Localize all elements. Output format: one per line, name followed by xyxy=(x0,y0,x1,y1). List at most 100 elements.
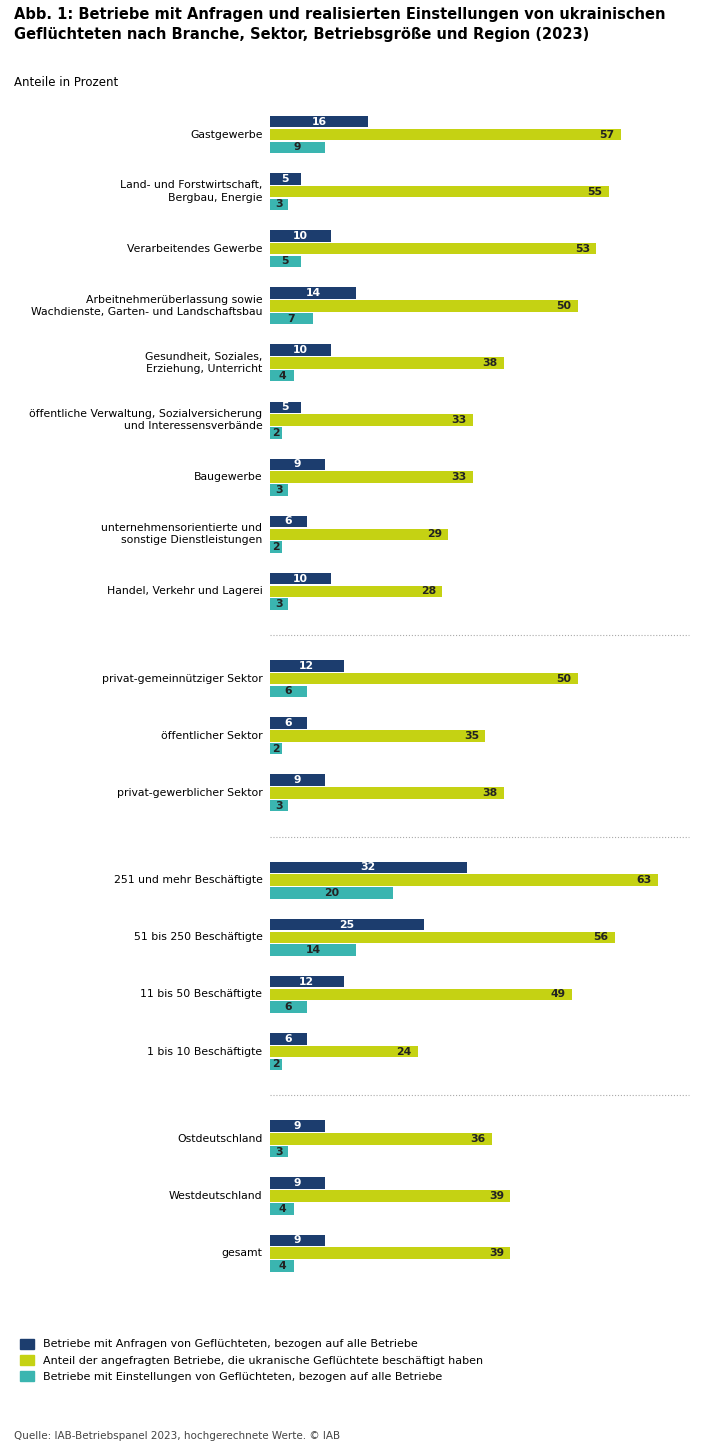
Text: 5: 5 xyxy=(281,257,289,266)
Bar xyxy=(270,1177,325,1189)
Text: Ostdeutschland: Ostdeutschland xyxy=(177,1133,263,1144)
Bar xyxy=(270,1203,295,1215)
Text: 57: 57 xyxy=(600,129,615,139)
Bar xyxy=(270,1146,288,1158)
Text: 24: 24 xyxy=(396,1046,412,1056)
Text: 3: 3 xyxy=(275,485,283,495)
Bar xyxy=(270,718,307,729)
Text: 56: 56 xyxy=(594,933,608,943)
Bar xyxy=(270,1235,325,1247)
Text: 38: 38 xyxy=(483,788,498,798)
Text: 1 bis 10 Beschäftigte: 1 bis 10 Beschäftigte xyxy=(147,1046,263,1056)
Text: Land- und Forstwirtschaft,
Bergbau, Energie: Land- und Forstwirtschaft, Bergbau, Ener… xyxy=(120,180,263,203)
Text: 11 bis 50 Beschäftigte: 11 bis 50 Beschäftigte xyxy=(141,989,263,1000)
Text: 251 und mehr Beschäftigte: 251 und mehr Beschäftigte xyxy=(114,875,263,885)
Bar xyxy=(270,988,572,1000)
Legend: Betriebe mit Anfragen von Geflüchteten, bezogen auf alle Betriebe, Anteil der an: Betriebe mit Anfragen von Geflüchteten, … xyxy=(20,1338,484,1382)
Bar xyxy=(270,1247,510,1258)
Text: 9: 9 xyxy=(294,459,301,469)
Text: 6: 6 xyxy=(285,718,292,728)
Bar xyxy=(270,471,473,482)
Bar xyxy=(270,141,325,153)
Bar xyxy=(270,459,325,471)
Text: 7: 7 xyxy=(288,314,295,324)
Text: 2: 2 xyxy=(272,744,280,754)
Text: 9: 9 xyxy=(294,1178,301,1189)
Text: 33: 33 xyxy=(452,472,467,482)
Text: Verarbeitendes Gewerbe: Verarbeitendes Gewerbe xyxy=(127,244,263,254)
Text: 20: 20 xyxy=(324,888,339,898)
Text: Baugewerbe: Baugewerbe xyxy=(194,472,263,482)
Bar xyxy=(270,1133,491,1145)
Bar xyxy=(270,572,332,584)
Text: 9: 9 xyxy=(294,774,301,785)
Bar xyxy=(270,414,473,426)
Text: 33: 33 xyxy=(452,416,467,426)
Text: 32: 32 xyxy=(361,863,376,872)
Text: Arbeitnehmerüberlassung sowie
Wachdienste, Garten- und Landschaftsbau: Arbeitnehmerüberlassung sowie Wachdienst… xyxy=(31,295,263,317)
Bar xyxy=(270,875,658,886)
Bar xyxy=(270,673,578,684)
Text: 6: 6 xyxy=(285,1003,292,1013)
Text: 51 bis 250 Beschäftigte: 51 bis 250 Beschäftigte xyxy=(133,933,263,943)
Bar xyxy=(270,888,393,899)
Text: 3: 3 xyxy=(275,599,283,609)
Text: 10: 10 xyxy=(293,231,308,241)
Text: 9: 9 xyxy=(294,142,301,153)
Bar xyxy=(270,357,504,369)
Bar xyxy=(270,1059,282,1069)
Bar xyxy=(270,742,282,754)
Bar xyxy=(270,129,621,141)
Text: 14: 14 xyxy=(305,288,320,298)
Bar xyxy=(270,862,467,873)
Text: 3: 3 xyxy=(275,801,283,811)
Text: 4: 4 xyxy=(278,1203,286,1213)
Text: 39: 39 xyxy=(488,1191,504,1202)
Text: 4: 4 xyxy=(278,1261,286,1271)
Text: 10: 10 xyxy=(293,346,308,355)
Bar xyxy=(270,686,307,697)
Text: 12: 12 xyxy=(299,661,315,671)
Bar xyxy=(270,586,442,597)
Bar xyxy=(270,801,288,811)
Text: 29: 29 xyxy=(427,529,442,539)
Text: 38: 38 xyxy=(483,357,498,368)
Text: 2: 2 xyxy=(272,1059,280,1069)
Text: 49: 49 xyxy=(550,989,565,1000)
Bar xyxy=(270,1046,417,1058)
Bar xyxy=(270,401,300,413)
Text: 53: 53 xyxy=(575,244,590,254)
Text: 2: 2 xyxy=(272,427,280,437)
Text: 3: 3 xyxy=(275,199,283,209)
Bar xyxy=(270,1190,510,1202)
Bar xyxy=(270,976,344,988)
Text: 35: 35 xyxy=(464,731,479,741)
Bar xyxy=(270,516,307,527)
Bar xyxy=(270,1001,307,1013)
Bar xyxy=(270,484,288,495)
Bar xyxy=(270,1033,307,1045)
Text: Westdeutschland: Westdeutschland xyxy=(169,1191,263,1202)
Text: 14: 14 xyxy=(305,944,320,955)
Bar xyxy=(270,173,300,185)
Text: privat-gewerblicher Sektor: privat-gewerblicher Sektor xyxy=(116,788,263,798)
Text: öffentliche Verwaltung, Sozialversicherung
und Interessensverbände: öffentliche Verwaltung, Sozialversicheru… xyxy=(29,408,263,432)
Bar xyxy=(270,774,325,786)
Bar xyxy=(270,529,449,541)
Bar xyxy=(270,599,288,610)
Text: Handel, Verkehr und Lagerei: Handel, Verkehr und Lagerei xyxy=(106,587,263,596)
Text: 5: 5 xyxy=(281,402,289,413)
Bar xyxy=(270,301,578,311)
Text: 50: 50 xyxy=(557,301,572,311)
Text: unternehmensorientierte und
sonstige Dienstleistungen: unternehmensorientierte und sonstige Die… xyxy=(102,523,263,545)
Text: 3: 3 xyxy=(275,1146,283,1157)
Bar xyxy=(270,243,596,254)
Bar xyxy=(270,542,282,552)
Bar xyxy=(270,371,295,382)
Bar xyxy=(270,788,504,799)
Text: 2: 2 xyxy=(272,542,280,552)
Bar xyxy=(270,1260,295,1271)
Text: 6: 6 xyxy=(285,1033,292,1043)
Bar xyxy=(270,344,332,356)
Bar xyxy=(270,230,332,241)
